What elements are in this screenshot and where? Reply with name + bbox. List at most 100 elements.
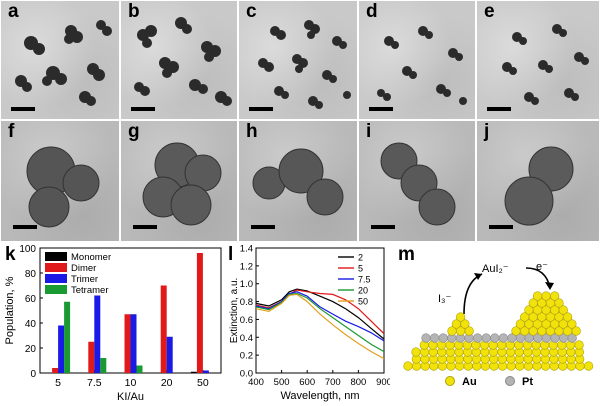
y-tick-label: 20	[25, 344, 37, 355]
au-atom	[541, 291, 551, 301]
y-tick-label: 0.8	[240, 297, 253, 308]
x-tick-label: 50	[197, 377, 209, 389]
scale-bar-a	[11, 107, 35, 111]
au-atom	[403, 361, 413, 371]
scale-bar-j	[489, 225, 513, 229]
y-axis-label: Extinction, a.u.	[229, 278, 240, 344]
particle-cluster-g	[142, 142, 222, 226]
tem-panel-j: j	[476, 120, 600, 242]
x-tick-label: 800	[350, 377, 366, 388]
x-axis-label: Wavelength, nm	[280, 390, 359, 402]
au-atom	[563, 312, 573, 322]
x-tick-label: 20	[161, 377, 173, 389]
panel-label-i: i	[366, 121, 372, 142]
scale-bar-g	[133, 225, 157, 229]
tem-panel-c: c	[238, 0, 358, 120]
pt-legend-marker	[505, 376, 515, 386]
legend-label: Tetramer	[71, 285, 108, 296]
x-tick-label: 900	[376, 377, 390, 388]
bar-dimer	[160, 285, 167, 373]
particle-cluster-j	[504, 146, 574, 226]
aui2-label: AuI₂⁻	[482, 263, 509, 275]
au-atom	[411, 347, 421, 357]
x-tick-label: 5	[55, 377, 61, 389]
particles-e	[502, 24, 589, 105]
au-atom	[571, 326, 581, 336]
panel-label-m: m	[398, 244, 415, 265]
panel-label-l: l	[228, 244, 234, 265]
tem-panel-d: d	[358, 0, 476, 120]
au-atom	[550, 291, 560, 301]
plot-frame	[255, 247, 385, 374]
pt-atom	[567, 333, 577, 343]
bar-dimer	[52, 368, 59, 373]
curved-arrow-left	[463, 273, 483, 315]
x-tick-label: 500	[274, 377, 290, 388]
legend-label: Dimer	[71, 263, 96, 274]
scale-bar-f	[13, 225, 37, 229]
tem-panel-h: h	[238, 120, 358, 242]
panel-label-g: g	[128, 121, 140, 142]
particle-cluster-i	[380, 142, 456, 226]
y-tick-label: 1.4	[240, 244, 253, 255]
atom-lattice	[403, 291, 594, 371]
legend-label: 5	[358, 264, 363, 274]
legend-label: Trimer	[71, 274, 98, 285]
bar-monomer	[190, 371, 197, 373]
scale-bar-h	[251, 225, 275, 229]
pt-legend-label: Pt	[522, 376, 533, 388]
panel-label-h: h	[246, 121, 258, 142]
panel-label-k: k	[5, 244, 16, 265]
series-line-20	[255, 292, 385, 353]
x-tick-label: 700	[325, 377, 341, 388]
bar-trimer	[58, 325, 65, 373]
y-tick-label: 0.0	[240, 369, 253, 380]
y-tick-label: 0.6	[240, 315, 253, 326]
scale-bar-b	[131, 107, 155, 111]
au-legend-marker	[445, 376, 455, 386]
legend-label: Monomer	[71, 252, 111, 263]
legend-label: 50	[358, 297, 368, 307]
y-axis-label: Population, %	[4, 276, 16, 344]
y-tick-label: 60	[25, 294, 37, 305]
legend-swatch	[45, 263, 67, 272]
tem-panel-g: g	[120, 120, 238, 242]
pt-atom	[490, 333, 500, 343]
panel-label-a: a	[8, 1, 19, 22]
bar-tetramer	[64, 301, 71, 373]
scale-bar-d	[369, 107, 393, 111]
pt-atom	[472, 333, 483, 343]
tem-panel-i: i	[358, 120, 476, 242]
bar-dimer	[124, 314, 131, 373]
scheme-labels: I₃⁻ AuI₂⁻ e⁻	[438, 261, 548, 305]
legend-label: 2	[358, 253, 363, 263]
au-atom	[567, 319, 577, 329]
legend-swatch	[45, 274, 67, 283]
bar-trimer	[94, 295, 101, 373]
bar-trimer	[166, 336, 173, 373]
scale-bar-i	[371, 225, 395, 229]
bar-dimer	[196, 253, 203, 373]
tem-panel-e: e	[476, 0, 600, 120]
series-line-50	[255, 293, 385, 360]
scheme-legend: Au Pt	[445, 376, 533, 388]
au-atom	[532, 291, 543, 301]
bar-trimer	[130, 314, 137, 373]
extinction-line-chart: 0.0 0.2 0.4 0.6 0.8 1.0 1.2 1.4 400 500 600 700 800 9…	[229, 244, 390, 403]
panel-label-d: d	[366, 1, 378, 22]
bar-trimer	[202, 370, 209, 373]
panel-label-e: e	[484, 1, 495, 22]
au-atom	[558, 305, 568, 315]
mechanism-scheme: I₃⁻ AuI₂⁻ e⁻ Au Pt	[403, 261, 594, 388]
panel-label-f: f	[8, 121, 15, 142]
legend-label: 20	[358, 286, 368, 296]
panel-label-c: c	[246, 1, 257, 22]
i3-label: I₃⁻	[438, 293, 452, 305]
x-tick-label: 7.5	[87, 377, 102, 389]
y-tick-label: 0.4	[240, 333, 253, 344]
pt-atom	[498, 333, 508, 343]
legend-label: 7.5	[358, 275, 371, 285]
y-tick-label: 100	[19, 244, 36, 255]
au-atom	[574, 340, 584, 350]
au-atom	[584, 361, 594, 371]
